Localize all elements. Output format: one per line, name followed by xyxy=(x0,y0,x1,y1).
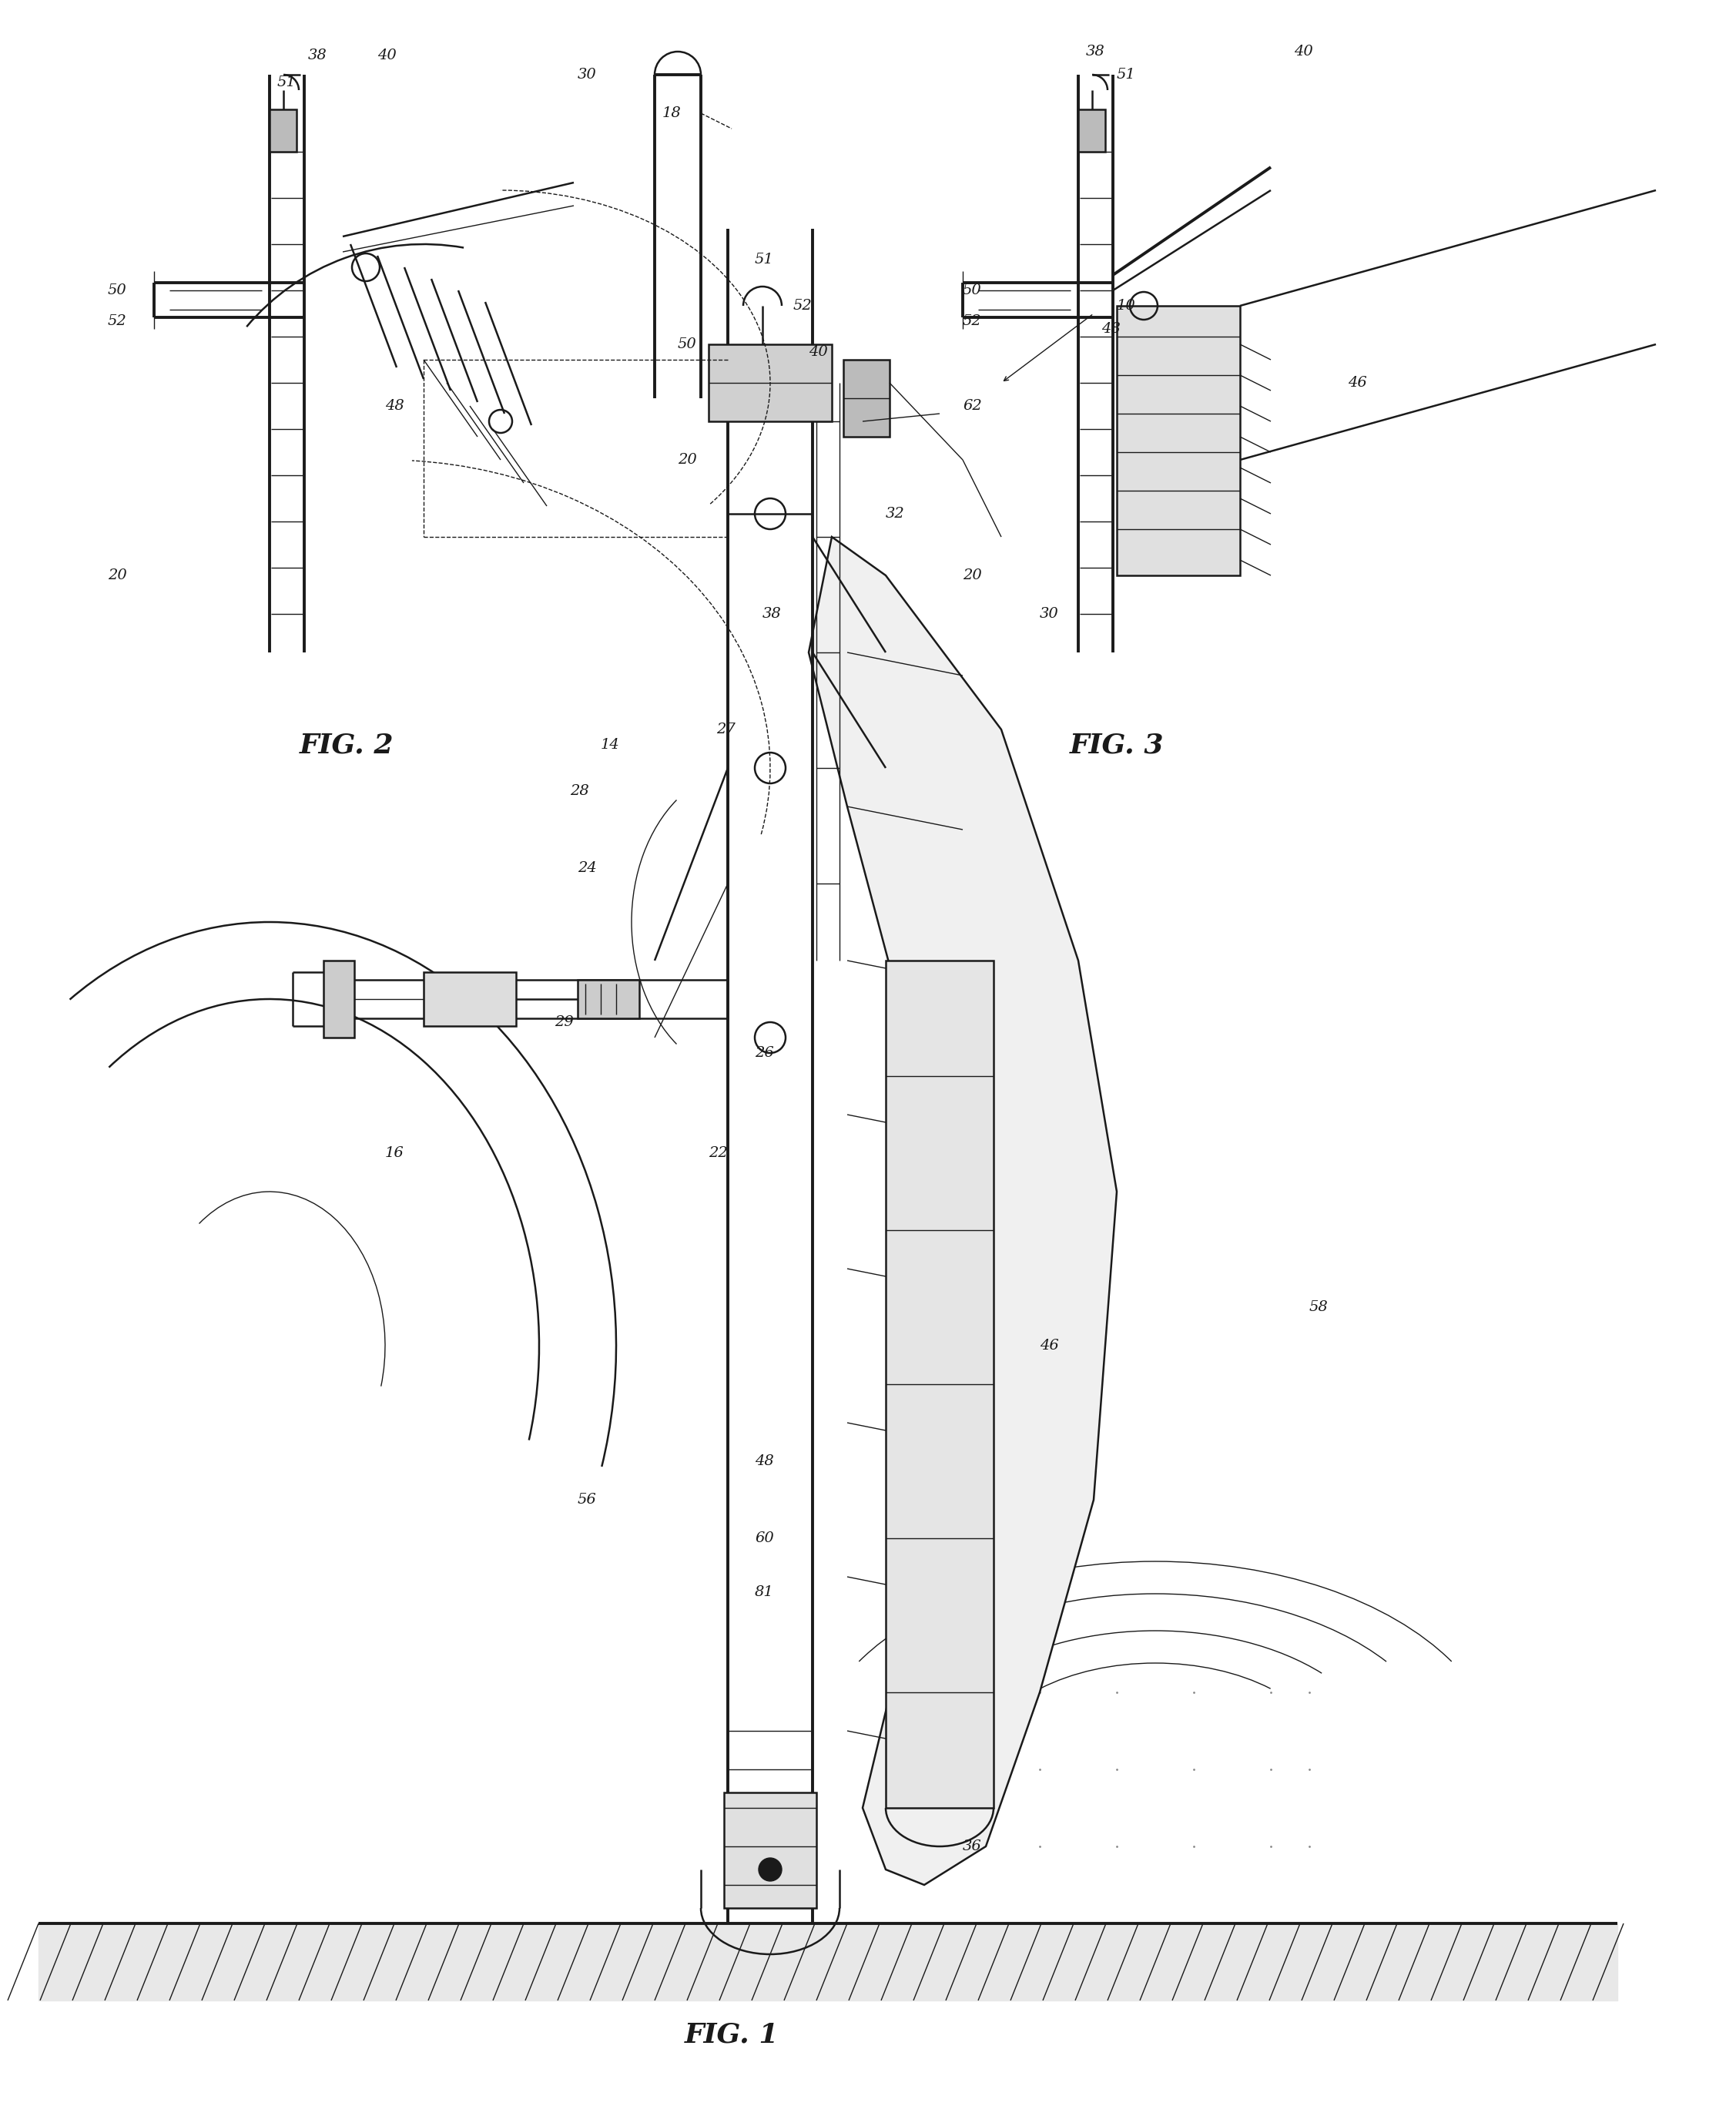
Polygon shape xyxy=(809,537,1116,1885)
Text: FIG. 1: FIG. 1 xyxy=(684,2023,779,2048)
Bar xyxy=(724,1792,816,1909)
Text: 48: 48 xyxy=(385,400,404,413)
Text: 62: 62 xyxy=(963,400,983,413)
Text: 20: 20 xyxy=(677,453,696,468)
Text: 40: 40 xyxy=(809,345,828,360)
Circle shape xyxy=(759,1858,781,1881)
Text: 51: 51 xyxy=(755,252,774,267)
Text: 38: 38 xyxy=(1087,44,1106,59)
Text: 32: 32 xyxy=(885,508,904,521)
Bar xyxy=(885,961,993,1807)
Text: 48: 48 xyxy=(755,1454,774,1469)
Text: 46: 46 xyxy=(1040,1339,1059,1352)
Text: 20: 20 xyxy=(963,569,983,582)
Text: 81: 81 xyxy=(755,1585,774,1600)
Text: 27: 27 xyxy=(717,722,736,736)
Text: 28: 28 xyxy=(569,785,589,798)
Text: 14: 14 xyxy=(601,738,620,751)
Text: 52: 52 xyxy=(108,315,127,328)
Text: 10: 10 xyxy=(1116,298,1135,313)
Bar xyxy=(323,961,354,1037)
Text: 51: 51 xyxy=(278,76,297,89)
Text: FIG. 2: FIG. 2 xyxy=(299,732,394,758)
Bar xyxy=(424,971,516,1026)
Bar xyxy=(1116,307,1240,576)
Text: 60: 60 xyxy=(755,1532,774,1545)
Text: 26: 26 xyxy=(755,1045,774,1060)
Text: 24: 24 xyxy=(578,861,597,876)
Text: 16: 16 xyxy=(385,1147,404,1160)
Text: 46: 46 xyxy=(1347,377,1366,389)
Text: 36: 36 xyxy=(963,1839,983,1854)
Text: 38: 38 xyxy=(762,607,781,620)
Text: 50: 50 xyxy=(677,336,696,351)
Bar xyxy=(1078,110,1106,152)
Text: 40: 40 xyxy=(1293,44,1312,59)
Bar xyxy=(578,980,639,1018)
Bar xyxy=(269,110,297,152)
Text: 48: 48 xyxy=(1101,322,1120,336)
Text: 22: 22 xyxy=(708,1147,727,1160)
Text: 20: 20 xyxy=(108,569,127,582)
Text: 29: 29 xyxy=(554,1016,573,1028)
Text: 50: 50 xyxy=(108,284,127,298)
Text: 50: 50 xyxy=(963,284,983,298)
Text: 56: 56 xyxy=(578,1492,597,1507)
Text: FIG. 3: FIG. 3 xyxy=(1069,732,1163,758)
Bar xyxy=(708,345,832,421)
Text: 52: 52 xyxy=(963,315,983,328)
Text: 51: 51 xyxy=(1116,68,1135,83)
Text: 38: 38 xyxy=(307,49,326,61)
Bar xyxy=(844,360,889,436)
Text: 30: 30 xyxy=(1040,607,1059,620)
Text: 18: 18 xyxy=(663,106,682,121)
Text: 30: 30 xyxy=(578,68,597,83)
Text: 40: 40 xyxy=(377,49,396,61)
Text: 52: 52 xyxy=(793,298,812,313)
Text: 58: 58 xyxy=(1309,1299,1328,1314)
